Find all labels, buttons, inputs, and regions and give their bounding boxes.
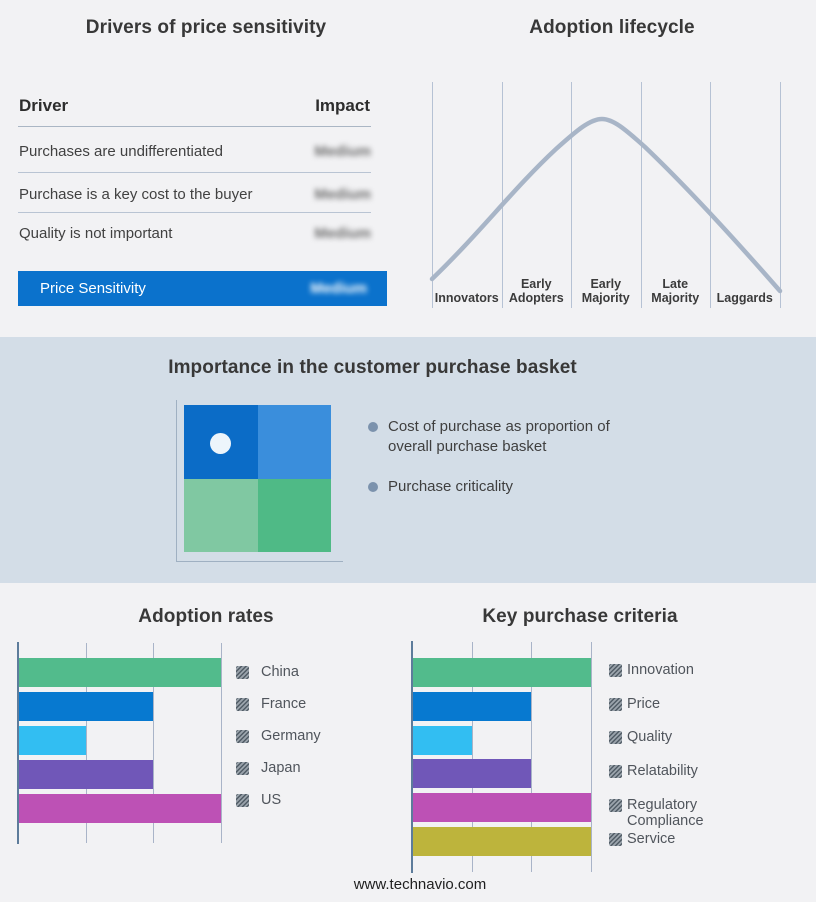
driver-cell: Purchase is a key cost to the buyer: [19, 186, 253, 203]
price-sensitivity-impact-value: Medium: [310, 280, 367, 297]
legend-swatch: [236, 762, 249, 775]
bullet-icon: [368, 482, 378, 492]
legend-swatch: [609, 664, 622, 677]
table-header-rule: [18, 126, 371, 127]
quadrant-position-dot: [210, 433, 231, 454]
legend-item-innovation: Innovation: [627, 662, 694, 678]
chart-gridline: [153, 643, 155, 843]
impact-cell: Medium: [314, 225, 371, 242]
quadrant-x-axis: [176, 561, 343, 562]
bar-innovation: [413, 658, 591, 687]
bullet-text: Purchase criticality: [388, 478, 514, 495]
legend-swatch: [236, 666, 249, 679]
legend-item-japan: Japan: [261, 760, 301, 776]
key-purchase-criteria-title: Key purchase criteria: [482, 606, 678, 627]
bar-us: [19, 794, 221, 823]
legend-swatch: [236, 730, 249, 743]
bar-price: [413, 691, 532, 721]
lifecycle-panel-title: Adoption lifecycle: [529, 17, 695, 38]
table-row: Purchases are undifferentiated Medium: [18, 143, 371, 163]
basket-section-band: [0, 337, 816, 583]
chart-gridline: [591, 642, 592, 872]
bar-quality: [413, 725, 472, 755]
bar-germany: [19, 726, 86, 755]
legend-item-regulatory-compliance: Regulatory Compliance: [627, 796, 704, 829]
legend-swatch: [236, 698, 249, 711]
bar-japan: [19, 760, 154, 789]
bullet-icon: [368, 422, 378, 432]
quadrant-y-axis: [176, 400, 177, 562]
drivers-panel-title: Drivers of price sensitivity: [85, 17, 327, 38]
impact-cell: Medium: [314, 143, 371, 160]
chart-gridline: [85, 643, 87, 843]
quadrant-cell-1: [257, 405, 331, 479]
lifecycle-gridline: [779, 82, 781, 308]
legend-swatch: [609, 832, 622, 846]
bar-regulatory-compliance: [413, 793, 591, 823]
impact-column-header: Impact: [315, 96, 370, 115]
purchase-basket-quadrant: [184, 405, 331, 552]
chart-y-axis: [16, 642, 19, 844]
legend-item-service: Service: [627, 830, 676, 847]
quadrant-cell-3: [257, 478, 331, 552]
legend-item-germany: Germany: [261, 728, 321, 744]
legend-item-china: China: [261, 664, 299, 680]
legend-swatch: [609, 697, 622, 711]
table-row-divider: [18, 172, 371, 173]
table-row-divider: [18, 212, 371, 213]
legend-item-price: Price: [627, 695, 661, 712]
bullet-text: Cost of purchase as proportion of overal…: [388, 418, 610, 455]
legend-swatch: [236, 794, 249, 807]
chart-gridline: [531, 642, 533, 872]
price-sensitivity-row: Price Sensitivity Medium: [18, 271, 387, 306]
stage-label-early-adopters: Early Adopters: [508, 276, 564, 306]
quadrant-cell-2: [184, 478, 258, 552]
stage-label-laggards: Laggards: [716, 291, 773, 306]
stage-label-innovators: Innovators: [434, 291, 499, 306]
chart-gridline: [471, 642, 473, 872]
impact-cell: Medium: [314, 186, 371, 203]
table-row: Quality is not important Medium: [18, 225, 371, 245]
legend-swatch: [609, 765, 622, 779]
legend-item-relatability: Relatability: [627, 763, 698, 780]
bar-relatability: [413, 759, 532, 789]
bar-service: [413, 827, 591, 856]
legend-item-us: US: [261, 792, 282, 808]
website-footer: www.technavio.com: [353, 876, 487, 893]
stage-label-early-majority: Early Majority: [581, 276, 630, 306]
adoption-rates-title: Adoption rates: [138, 606, 274, 627]
bar-france: [19, 692, 154, 721]
stage-label-late-majority: Late Majority: [651, 276, 700, 306]
driver-cell: Quality is not important: [19, 225, 173, 242]
chart-y-axis: [410, 641, 413, 873]
chart-gridline: [221, 643, 222, 843]
legend-item-france: France: [261, 696, 307, 712]
legend-item-quality: Quality: [627, 729, 673, 746]
legend-swatch: [609, 731, 622, 745]
table-row: Purchase is a key cost to the buyer Mediu…: [18, 186, 371, 206]
driver-column-header: Driver: [19, 96, 69, 115]
bar-china: [19, 658, 221, 687]
basket-panel-title: Importance in the customer purchase bask…: [168, 357, 577, 378]
driver-cell: Purchases are undifferentiated: [19, 143, 224, 160]
price-sensitivity-label: Price Sensitivity: [40, 280, 146, 297]
legend-swatch: [609, 798, 622, 812]
